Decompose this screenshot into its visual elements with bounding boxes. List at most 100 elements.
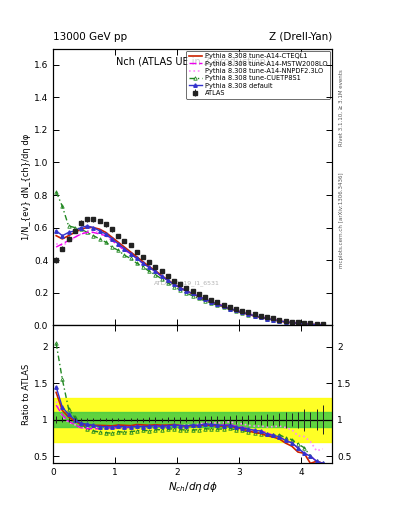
Pythia 8.308 tune-CUETP8S1	[302, 321, 307, 327]
Legend: Pythia 8.308 tune-A14-CTEQL1, Pythia 8.308 tune-A14-MSTW2008LO, Pythia 8.308 tun: Pythia 8.308 tune-A14-CTEQL1, Pythia 8.3…	[186, 51, 330, 99]
Pythia 8.308 tune-A14-MSTW2008LO	[172, 282, 176, 288]
Pythia 8.308 tune-A14-CTEQL1	[72, 229, 77, 236]
Pythia 8.308 tune-CUETP8S1	[60, 203, 65, 209]
Pythia 8.308 tune-A14-MSTW2008LO	[296, 321, 300, 327]
Pythia 8.308 tune-A14-NNPDF2.3LO	[103, 232, 108, 239]
Pythia 8.308 tune-A14-MSTW2008LO	[91, 229, 96, 236]
Pythia 8.308 tune-A14-NNPDF2.3LO	[246, 310, 251, 316]
Pythia 8.308 default	[283, 319, 288, 325]
Pythia 8.308 tune-A14-NNPDF2.3LO	[296, 320, 300, 326]
Pythia 8.308 tune-A14-MSTW2008LO	[66, 238, 71, 244]
Pythia 8.308 default	[122, 246, 127, 252]
Pythia 8.308 tune-A14-CTEQL1	[246, 311, 251, 317]
Pythia 8.308 tune-A14-NNPDF2.3LO	[66, 239, 71, 245]
Pythia 8.308 tune-A14-MSTW2008LO	[314, 322, 319, 328]
Pythia 8.308 tune-A14-CTEQL1	[60, 236, 65, 242]
Pythia 8.308 default	[302, 321, 307, 327]
Pythia 8.308 tune-A14-MSTW2008LO	[103, 232, 108, 239]
Pythia 8.308 default	[233, 307, 238, 313]
Pythia 8.308 tune-CUETP8S1	[320, 322, 325, 328]
X-axis label: $N_{ch}/d\eta\,d\phi$: $N_{ch}/d\eta\,d\phi$	[167, 480, 218, 494]
Pythia 8.308 tune-A14-NNPDF2.3LO	[271, 316, 275, 322]
Pythia 8.308 tune-CUETP8S1	[246, 311, 251, 317]
Pythia 8.308 tune-A14-NNPDF2.3LO	[91, 228, 96, 234]
Pythia 8.308 tune-A14-NNPDF2.3LO	[314, 322, 319, 328]
Pythia 8.308 default	[60, 232, 65, 239]
Pythia 8.308 tune-A14-NNPDF2.3LO	[196, 293, 201, 299]
Pythia 8.308 tune-A14-CTEQL1	[314, 322, 319, 328]
Pythia 8.308 tune-A14-MSTW2008LO	[79, 231, 83, 237]
Pythia 8.308 tune-A14-NNPDF2.3LO	[215, 300, 220, 306]
Pythia 8.308 tune-A14-MSTW2008LO	[252, 313, 257, 319]
Pythia 8.308 default	[209, 298, 213, 305]
Pythia 8.308 tune-A14-NNPDF2.3LO	[228, 305, 232, 311]
Pythia 8.308 tune-CUETP8S1	[215, 302, 220, 308]
Pythia 8.308 tune-CUETP8S1	[128, 255, 133, 262]
Pythia 8.308 tune-CUETP8S1	[178, 287, 182, 293]
Pythia 8.308 tune-A14-MSTW2008LO	[271, 317, 275, 323]
Pythia 8.308 tune-CUETP8S1	[240, 310, 244, 316]
Pythia 8.308 tune-A14-MSTW2008LO	[190, 291, 195, 297]
Pythia 8.308 tune-A14-CTEQL1	[308, 322, 313, 328]
Pythia 8.308 tune-A14-NNPDF2.3LO	[264, 315, 269, 321]
Pythia 8.308 default	[228, 306, 232, 312]
Pythia 8.308 tune-CUETP8S1	[233, 308, 238, 314]
Pythia 8.308 default	[296, 321, 300, 327]
Pythia 8.308 default	[308, 321, 313, 327]
Pythia 8.308 tune-A14-MSTW2008LO	[116, 242, 121, 248]
Pythia 8.308 default	[153, 268, 158, 274]
Pythia 8.308 tune-A14-CTEQL1	[66, 232, 71, 239]
Pythia 8.308 default	[141, 260, 145, 266]
Line: Pythia 8.308 tune-A14-MSTW2008LO: Pythia 8.308 tune-A14-MSTW2008LO	[56, 232, 323, 325]
Pythia 8.308 default	[203, 296, 208, 302]
Pythia 8.308 default	[165, 278, 170, 284]
Pythia 8.308 default	[147, 264, 152, 270]
Pythia 8.308 default	[97, 228, 102, 234]
Pythia 8.308 default	[134, 255, 139, 262]
Pythia 8.308 default	[221, 303, 226, 309]
Pythia 8.308 tune-A14-NNPDF2.3LO	[165, 277, 170, 283]
Pythia 8.308 tune-CUETP8S1	[153, 272, 158, 278]
Pythia 8.308 tune-A14-NNPDF2.3LO	[233, 307, 238, 313]
Pythia 8.308 default	[215, 301, 220, 307]
Pythia 8.308 tune-A14-CTEQL1	[141, 259, 145, 265]
Pythia 8.308 tune-CUETP8S1	[66, 223, 71, 229]
Pythia 8.308 tune-CUETP8S1	[190, 293, 195, 299]
Pythia 8.308 tune-A14-MSTW2008LO	[283, 319, 288, 325]
Pythia 8.308 tune-A14-NNPDF2.3LO	[122, 246, 127, 252]
Pythia 8.308 tune-A14-MSTW2008LO	[60, 241, 65, 247]
Pythia 8.308 tune-A14-CTEQL1	[271, 317, 275, 323]
Pythia 8.308 tune-CUETP8S1	[134, 260, 139, 266]
Pythia 8.308 tune-A14-NNPDF2.3LO	[252, 312, 257, 318]
Pythia 8.308 tune-A14-NNPDF2.3LO	[110, 236, 114, 242]
Pythia 8.308 tune-A14-CTEQL1	[259, 314, 263, 321]
Pythia 8.308 tune-A14-NNPDF2.3LO	[240, 309, 244, 315]
Pythia 8.308 tune-A14-CTEQL1	[221, 304, 226, 310]
Pythia 8.308 tune-A14-NNPDF2.3LO	[54, 241, 59, 247]
Y-axis label: 1/N_{ev} dN_{ch}/dη dφ: 1/N_{ev} dN_{ch}/dη dφ	[22, 134, 31, 240]
Pythia 8.308 default	[72, 228, 77, 234]
Pythia 8.308 tune-A14-NNPDF2.3LO	[128, 250, 133, 257]
Pythia 8.308 default	[259, 314, 263, 320]
Pythia 8.308 tune-A14-MSTW2008LO	[240, 309, 244, 315]
Pythia 8.308 default	[91, 224, 96, 230]
Pythia 8.308 tune-A14-CTEQL1	[134, 254, 139, 260]
Pythia 8.308 tune-A14-CTEQL1	[252, 313, 257, 319]
Pythia 8.308 tune-CUETP8S1	[147, 268, 152, 274]
Pythia 8.308 tune-A14-MSTW2008LO	[54, 244, 59, 250]
Pythia 8.308 tune-A14-MSTW2008LO	[159, 273, 164, 280]
Text: mcplots.cern.ch [arXiv:1306.3436]: mcplots.cern.ch [arXiv:1306.3436]	[339, 173, 344, 268]
Pythia 8.308 default	[66, 229, 71, 236]
Pythia 8.308 tune-CUETP8S1	[91, 232, 96, 239]
Pythia 8.308 tune-A14-MSTW2008LO	[302, 321, 307, 327]
Pythia 8.308 default	[252, 313, 257, 319]
Pythia 8.308 tune-A14-CTEQL1	[320, 322, 325, 328]
Pythia 8.308 tune-A14-MSTW2008LO	[246, 311, 251, 317]
Pythia 8.308 tune-A14-MSTW2008LO	[320, 322, 325, 328]
Pythia 8.308 default	[79, 224, 83, 230]
Pythia 8.308 tune-A14-MSTW2008LO	[178, 285, 182, 291]
Pythia 8.308 tune-A14-NNPDF2.3LO	[221, 303, 226, 309]
Text: ATLAS_2019_I1_6531: ATLAS_2019_I1_6531	[154, 281, 220, 287]
Pythia 8.308 tune-A14-NNPDF2.3LO	[141, 260, 145, 266]
Pythia 8.308 tune-CUETP8S1	[264, 315, 269, 322]
